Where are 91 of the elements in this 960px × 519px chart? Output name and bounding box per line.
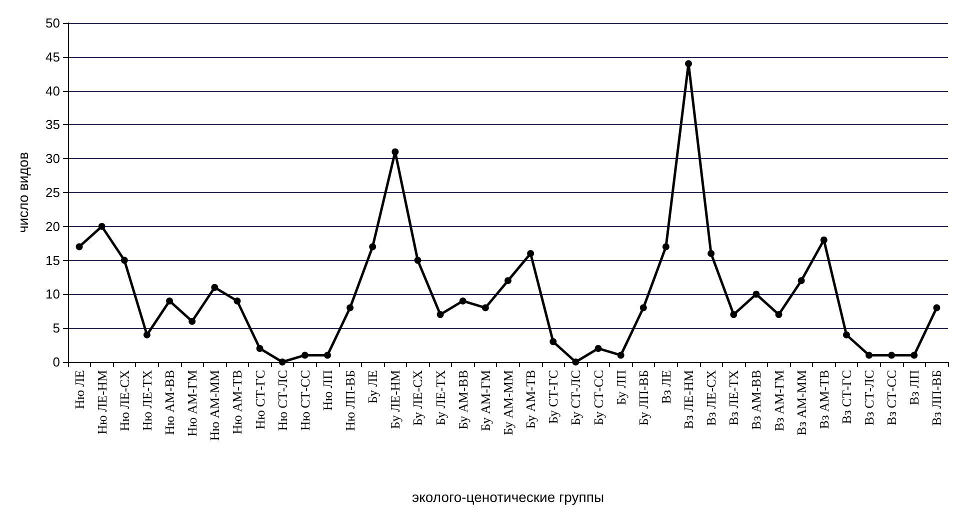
x-tick-label: Вз ЛП-ВБ xyxy=(929,370,944,426)
x-tick-label: Бу ЛП-ВБ xyxy=(636,370,651,426)
y-tick-label: 45 xyxy=(46,49,60,64)
x-tick-label: Бу ЛЕ xyxy=(365,370,380,404)
point xyxy=(76,243,83,250)
point xyxy=(550,338,557,346)
point xyxy=(143,331,150,338)
x-tick-label: Бу ЛЕ-ТХ xyxy=(432,369,448,426)
x-tick-label: Ню ЛЕ-СХ xyxy=(116,369,132,432)
point xyxy=(775,311,782,318)
x-tick-label: Ню АМ-ТВ xyxy=(230,370,245,434)
y-tick-label: 50 xyxy=(46,16,60,30)
x-tick-label: Вз СТ-ЛС xyxy=(862,370,877,426)
point xyxy=(685,60,692,68)
x-tick-label: Вз АМ-ГМ xyxy=(771,370,786,432)
x-tick-label: Бу АМ-ТВ xyxy=(523,370,538,429)
x-tick-label: Бу СТ-СС xyxy=(590,370,606,426)
point xyxy=(888,352,896,359)
point xyxy=(910,352,918,359)
x-tick-label: Бу СТ-ГС xyxy=(546,370,561,424)
x-tick-label: Вз АМ-ТВ xyxy=(816,370,832,429)
x-tick-label: Вз АМ-ММ xyxy=(794,370,809,436)
point xyxy=(662,243,670,250)
x-tick-label: Бу СТ-ЛС xyxy=(568,370,584,426)
y-tick-label: 15 xyxy=(46,252,60,268)
x-tick-label: Ню АМ-ГМ xyxy=(184,370,200,437)
point xyxy=(842,331,850,338)
x-tick-label: Ню ЛЕ xyxy=(72,370,87,410)
x-tick-label: Вз СТ-ГС xyxy=(838,370,854,424)
y-axis-title: число видов xyxy=(15,152,31,233)
x-tick-label: Бу АМ-ВВ xyxy=(455,370,470,430)
x-tick-label: Вз ЛЕ-СХ xyxy=(704,369,719,426)
x-tick-label: Ню ЛЕ-НМ xyxy=(94,370,110,434)
point xyxy=(730,311,738,318)
point xyxy=(436,311,444,318)
point xyxy=(324,352,331,359)
x-tick-label: Вз ЛП xyxy=(906,370,922,406)
x-tick-label: Бу АМ-ГМ xyxy=(478,370,493,432)
x-tick-label: Ню СТ-ЛС xyxy=(274,370,290,431)
y-tick-label: 30 xyxy=(46,151,60,166)
y-tick-label: 40 xyxy=(46,83,60,98)
point xyxy=(640,304,647,312)
point xyxy=(482,304,489,312)
point xyxy=(369,243,376,250)
y-tick-label: 5 xyxy=(52,320,60,336)
point xyxy=(414,256,422,264)
point xyxy=(392,148,399,156)
point xyxy=(346,304,354,312)
y-tick-label: 20 xyxy=(46,218,60,234)
point xyxy=(234,297,241,304)
x-axis-title: эколого-ценотические группы xyxy=(412,489,604,505)
point xyxy=(527,250,534,258)
x-tick-label: Вз СТ-СС xyxy=(884,370,900,426)
point xyxy=(572,358,580,366)
x-tick-label: Ню АМ-ВВ xyxy=(162,370,178,435)
x-tick-label: Вз ЛЕ-НМ xyxy=(681,370,696,430)
point xyxy=(98,222,106,230)
point xyxy=(211,284,218,291)
x-tick-label: Вз АМ-ВВ xyxy=(748,370,764,430)
point xyxy=(504,277,512,284)
point xyxy=(617,352,624,359)
point xyxy=(256,344,264,352)
point xyxy=(459,297,466,304)
point xyxy=(933,304,940,312)
x-tick-label: Бу ЛП xyxy=(613,370,628,406)
point xyxy=(798,277,805,284)
x-tick-label: Ню ЛП-ВБ xyxy=(342,370,358,432)
x-tick-label: Бу ЛЕ-СХ xyxy=(410,369,426,426)
x-tick-label: Вз ЛЕ xyxy=(658,370,674,404)
point xyxy=(278,358,286,366)
y-tick-label: 35 xyxy=(46,117,60,132)
y-tick-label: 25 xyxy=(46,185,60,200)
point xyxy=(188,318,196,325)
x-tick-label: Бу АМ-ММ xyxy=(500,370,516,436)
point xyxy=(752,290,760,298)
x-tick-label: Бу ЛЕ-НМ xyxy=(388,370,403,429)
x-tick-label: Ню ЛЕ-ТХ xyxy=(139,369,154,431)
x-tick-label: Ню СТ-СС xyxy=(297,370,312,431)
x-tick-label: Ню АМ-ММ xyxy=(207,370,222,441)
point xyxy=(301,352,308,359)
point xyxy=(820,236,828,244)
point xyxy=(166,297,174,304)
x-tick-label: Вз ЛЕ-ТХ xyxy=(726,369,742,426)
point xyxy=(708,250,715,258)
point xyxy=(866,352,873,359)
y-tick-label: 10 xyxy=(46,286,60,302)
y-tick-label: 0 xyxy=(52,354,60,370)
x-tick-label: Ню СТ-ГС xyxy=(252,370,268,430)
x-tick-label: Ню ЛП xyxy=(320,370,335,411)
point xyxy=(594,344,602,352)
point xyxy=(120,256,128,264)
